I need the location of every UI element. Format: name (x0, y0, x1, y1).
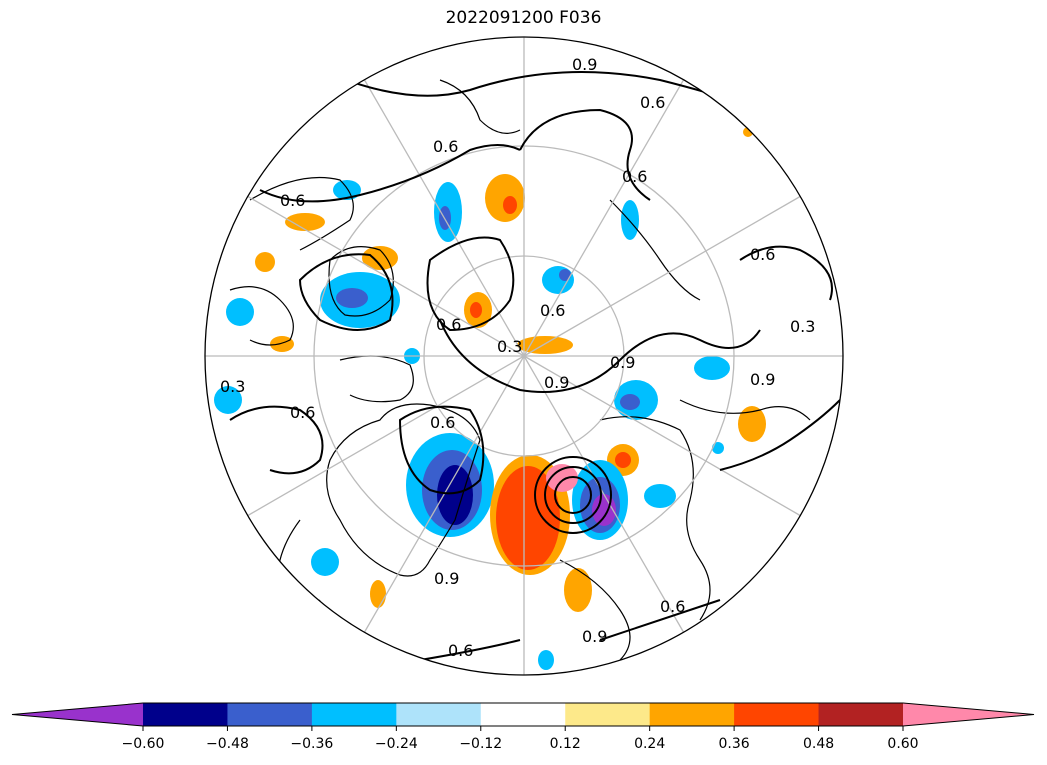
colorbar-segment (734, 703, 820, 726)
chart-title: 2022091200 F036 (445, 8, 602, 28)
contour-label: 0.6 (622, 167, 647, 186)
colorbar-tick-label: 0.60 (887, 736, 918, 752)
colorbar-segments (11, 702, 1035, 727)
colorbar-segment (480, 703, 566, 726)
contour-label: 0.6 (280, 191, 305, 210)
contour-label: 0.9 (750, 370, 775, 389)
colorbar-extend-low (12, 703, 143, 726)
contour-labels: 0.9 0.6 0.6 0.6 0.6 0.6 0.3 0.6 0.6 0.3 … (220, 55, 815, 660)
contour-label: 0.9 (582, 627, 607, 646)
contour-label: 0.9 (610, 353, 635, 372)
map-boundary (204, 36, 844, 676)
contour-label: 0.6 (433, 137, 458, 156)
colorbar-segment (143, 703, 228, 726)
colorbar-tick-label: 0.12 (550, 736, 581, 752)
contour-label: 0.6 (448, 641, 473, 660)
colorbar-tick-label: −0.24 (375, 736, 418, 752)
contour-label: 0.6 (290, 403, 315, 422)
contour-label: 0.3 (497, 337, 522, 356)
colorbar-tick-label: −0.12 (459, 736, 502, 752)
colorbar-ticks: −0.60 −0.48 −0.36 −0.24 −0.12 0.12 0.24 0.36 0.4… (122, 726, 919, 752)
anomaly-fills (214, 127, 766, 670)
colorbar-tick-label: −0.36 (290, 736, 333, 752)
colorbar-extend-high (903, 703, 1034, 726)
contour-label: 0.3 (220, 377, 245, 396)
colorbar-segment (649, 703, 735, 726)
contour-label: 0.6 (640, 93, 665, 112)
colorbar-tick-label: 0.36 (719, 736, 750, 752)
colorbar-tick-label: 0.48 (803, 736, 834, 752)
colorbar-tick-label: 0.24 (634, 736, 665, 752)
contour-label: 0.9 (434, 569, 459, 588)
colorbar-segment (818, 703, 904, 726)
colorbar-tick-label: −0.60 (122, 736, 165, 752)
contour-label: 0.6 (750, 245, 775, 264)
colorbar-segment (311, 703, 397, 726)
map-content: 0.9 0.6 0.6 0.6 0.6 0.6 0.3 0.6 0.6 0.3 … (205, 37, 843, 675)
contour-label: 0.3 (790, 317, 815, 336)
colorbar-tick-label: −0.48 (206, 736, 249, 752)
contour-label: 0.9 (544, 373, 569, 392)
contour-label: 0.6 (430, 413, 455, 432)
colorbar-segment (227, 703, 313, 726)
contour-label: 0.6 (660, 597, 685, 616)
colorbar-segment (396, 703, 482, 726)
polar-map: 0.9 0.6 0.6 0.6 0.6 0.6 0.3 0.6 0.6 0.3 … (204, 36, 844, 676)
contour-label: 0.6 (540, 301, 565, 320)
colorbar-segment (565, 703, 651, 726)
contour-label: 0.9 (572, 55, 597, 74)
contour-label: 0.6 (436, 315, 461, 334)
